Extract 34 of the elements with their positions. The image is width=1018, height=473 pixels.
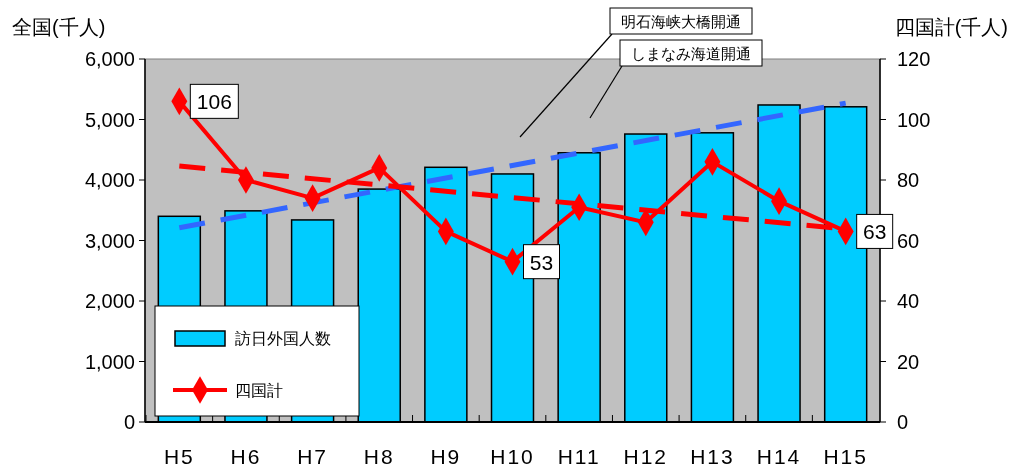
data-label: 106 [196, 90, 232, 114]
x-tick-label: H7 [297, 445, 329, 468]
annotation: しまなみ海道開通 [631, 45, 751, 62]
x-tick-label: H10 [490, 445, 535, 468]
y2-tick-label: 100 [897, 108, 931, 131]
y2-tick-label: 20 [897, 350, 920, 373]
text: 明石海峡大橋開通 [621, 13, 741, 30]
y2-axis-title: 四国計(千人) [894, 16, 1008, 38]
y-tick-label: 5,000 [84, 108, 135, 131]
y-tick-label: 0 [123, 411, 135, 433]
data-label: 63 [863, 220, 887, 244]
y-tick-label: 6,000 [84, 48, 135, 70]
y2-tick-label: 60 [897, 229, 920, 252]
x-tick-label: H5 [163, 445, 195, 468]
y-tick-label: 2,000 [84, 290, 135, 312]
x-tick-label: H8 [363, 445, 395, 468]
y2-tick-label: 80 [897, 169, 920, 191]
x-tick-label: H11 [557, 445, 601, 468]
x-tick-label: H6 [230, 445, 262, 468]
y2-tick-label: 40 [897, 290, 920, 312]
x-tick-label: H15 [823, 445, 868, 468]
x-tick-label: H12 [623, 445, 669, 468]
data-label: 53 [529, 250, 554, 274]
y-axis-title: 全国(千人) [12, 16, 106, 38]
x-tick-label: H9 [430, 445, 462, 468]
x-tick-label: H13 [690, 445, 735, 468]
y-tick-label: 1,000 [84, 350, 135, 373]
y2-tick-label: 120 [897, 48, 931, 70]
legend-label: 四国計 [235, 382, 283, 399]
y-tick-label: 4,000 [84, 169, 135, 191]
legend-label: 訪日外国人数 [235, 330, 331, 347]
y2-tick-label: 0 [897, 411, 909, 433]
x-tick-label: H14 [756, 445, 802, 468]
y-tick-label: 3,000 [84, 229, 135, 252]
